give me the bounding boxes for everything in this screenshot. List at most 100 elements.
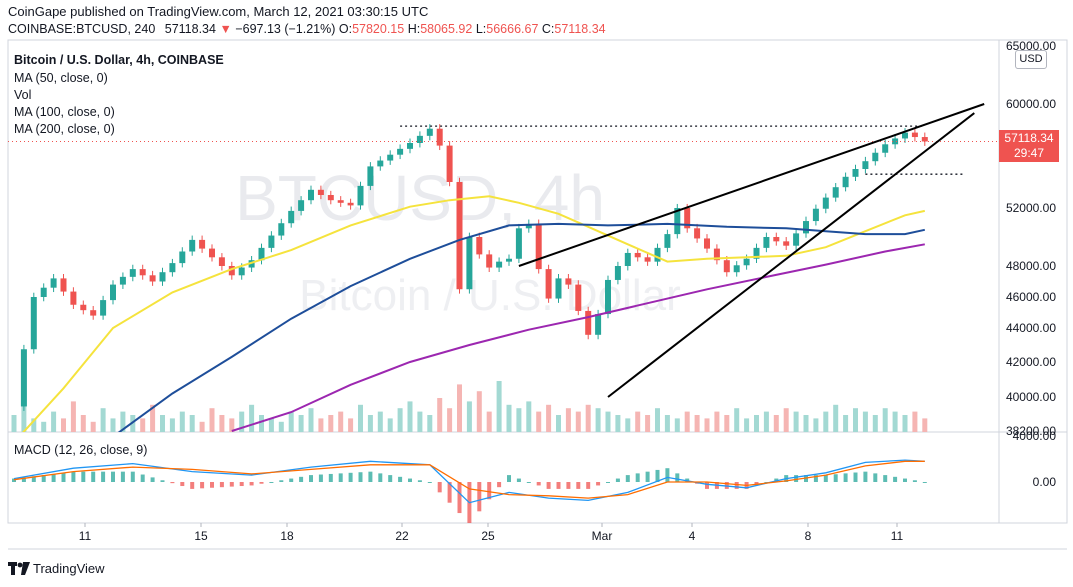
volume-bar (783, 408, 789, 432)
candle-body (595, 314, 602, 335)
volume-bar (892, 411, 898, 432)
volume-bar (694, 415, 700, 432)
time-axis-tick: 22 (395, 529, 409, 543)
tradingview-logo-icon (8, 562, 30, 575)
macd-histogram-bar (665, 468, 670, 482)
candle-body (159, 272, 166, 282)
candle-body (723, 260, 730, 273)
price-axis-tick: 60000.00 (1006, 97, 1056, 111)
volume-bar (575, 411, 581, 432)
price-axis-tick: 46000.00 (1006, 290, 1056, 304)
time-axis-tick: 11 (891, 529, 904, 543)
legend-ma200[interactable]: MA (200, close, 0) (14, 122, 115, 136)
volume-bar (744, 418, 750, 432)
candle-body (50, 278, 57, 288)
candle-body (397, 148, 404, 155)
candle-body (189, 239, 196, 252)
legend-ma50[interactable]: MA (50, close, 0) (14, 71, 108, 85)
tradingview-brand: TradingView (33, 561, 105, 576)
macd-histogram-bar (655, 469, 660, 482)
macd-histogram-bar (61, 472, 66, 482)
volume-bar (367, 415, 373, 432)
macd-histogram-bar (853, 472, 858, 482)
macd-histogram-bar (922, 482, 927, 483)
volume-bar (724, 415, 730, 432)
volume-bar (486, 411, 492, 432)
candle-body (921, 137, 928, 142)
volume-bar (813, 418, 819, 432)
macd-histogram-bar (526, 482, 531, 483)
candle-body (842, 176, 849, 188)
macd-histogram-bar (596, 482, 601, 486)
rising-wedge-lower (607, 112, 975, 398)
volume-bar (199, 421, 205, 432)
volume-bar (526, 401, 532, 432)
volume-bar (496, 381, 502, 432)
volume-bar (80, 415, 86, 432)
candle-body (60, 278, 67, 292)
macd-histogram-bar (883, 475, 888, 482)
candle-body (822, 197, 829, 209)
candle-body (238, 267, 245, 276)
volume-bar (338, 411, 344, 432)
time-axis-tick: 18 (280, 529, 294, 543)
low-label: L: (475, 22, 487, 36)
macd-histogram-bar (338, 473, 343, 482)
price-change: −697.13 (−1.21%) (235, 22, 336, 36)
last-price-tag-value: 57118.34 (1004, 131, 1054, 145)
legend-macd[interactable]: MACD (12, 26, close, 9) (14, 443, 148, 457)
volume-bar (268, 418, 274, 432)
volume-bar (377, 411, 383, 432)
volume-bar (635, 411, 641, 432)
candle-body (585, 310, 592, 335)
volume-bar (853, 408, 858, 432)
macd-histogram-bar (536, 482, 541, 486)
macd-histogram-bar (219, 482, 224, 488)
candle-body (149, 275, 156, 282)
macd-histogram-bar (507, 475, 511, 482)
price-axis-tick: 38200.00 (1006, 424, 1056, 438)
price-axis-tick: 44000.00 (1006, 321, 1056, 335)
legend-vol[interactable]: Vol (14, 88, 32, 102)
time-axis-tick: 25 (481, 529, 495, 543)
low-value: 56666.67 (486, 22, 539, 36)
macd-histogram-bar (160, 480, 165, 482)
macd-histogram-bar (299, 476, 304, 482)
macd-histogram-bar (447, 482, 452, 503)
candle-body (733, 265, 740, 273)
candle-body (634, 252, 641, 258)
volume-bar (31, 418, 37, 432)
macd-histogram-bar (873, 473, 878, 482)
macd-histogram-bar (101, 471, 106, 482)
macd-histogram-bar (625, 475, 630, 482)
legend-ma100[interactable]: MA (100, close, 0) (14, 105, 115, 119)
volume-bar (437, 398, 443, 432)
symbol-line: COINBASE:BTCUSD, 240 57118.34 ▼ −697.13 … (8, 22, 606, 36)
volume-bar (902, 415, 908, 432)
volume-bar (823, 411, 829, 432)
macd-histogram-bar (497, 482, 502, 488)
macd-histogram-bar (368, 471, 373, 482)
volume-bar (249, 404, 255, 432)
volume-bar (288, 411, 294, 432)
candle-body (199, 239, 206, 249)
macd-histogram-bar (210, 482, 214, 488)
macd-histogram-bar (863, 471, 868, 482)
currency-button[interactable]: USD (1015, 50, 1047, 69)
bar-countdown: 29:47 (1013, 146, 1045, 160)
macd-histogram-bar (130, 471, 135, 482)
volume-bar (259, 415, 264, 432)
rising-wedge-upper (518, 103, 985, 267)
candle-body (298, 200, 305, 211)
chart-title[interactable]: Bitcoin / U.S. Dollar, 4h, COINBASE (14, 53, 224, 67)
macd-axis-tick: 0.00 (1033, 475, 1057, 489)
tradingview-footer[interactable]: TradingView (8, 561, 105, 576)
macd-histogram-bar (51, 473, 56, 482)
volume-bar (328, 415, 334, 432)
macd-histogram-bar (239, 482, 244, 487)
macd-histogram-bar (180, 482, 185, 487)
candle-body (515, 228, 522, 259)
volume-bar (179, 411, 185, 432)
volume-bar (476, 391, 482, 432)
